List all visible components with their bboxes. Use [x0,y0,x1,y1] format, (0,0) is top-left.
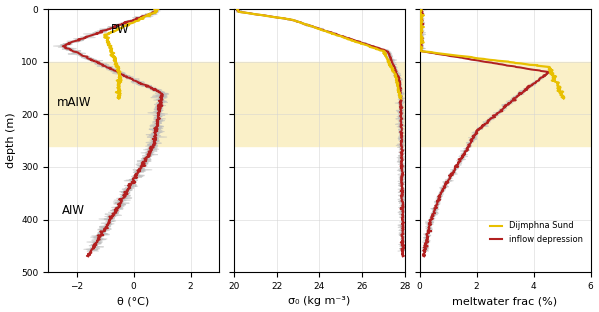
X-axis label: σ₀ (kg m⁻³): σ₀ (kg m⁻³) [288,296,350,306]
Bar [48,62,219,146]
X-axis label: θ (°C): θ (°C) [117,296,150,306]
X-axis label: meltwater frac (%): meltwater frac (%) [452,296,558,306]
Text: mAIW: mAIW [57,96,91,110]
Y-axis label: depth (m): depth (m) [5,113,16,168]
Text: PW: PW [111,23,129,36]
Bar [419,62,591,146]
Bar [234,62,405,146]
Text: AIW: AIW [62,204,85,217]
Legend: Dijmphna Sund, inflow depression: Dijmphna Sund, inflow depression [486,218,586,247]
